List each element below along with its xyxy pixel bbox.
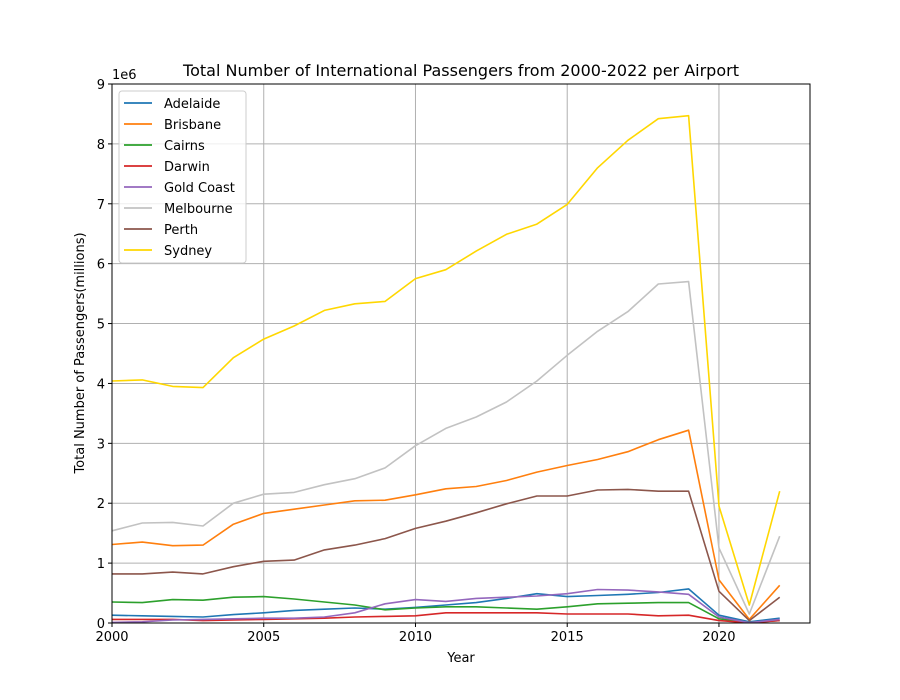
y-tick-label: 0: [97, 617, 105, 632]
x-tick-label: 2010: [399, 630, 432, 645]
y-tick-label: 1: [97, 557, 105, 572]
legend-label-gold-coast: Gold Coast: [164, 181, 235, 196]
y-axis-label: Total Number of Passengers(millions): [73, 232, 88, 474]
series-line-melbourne: [111, 280, 781, 615]
legend-label-adelaide: Adelaide: [164, 97, 220, 112]
x-axis-label: Year: [446, 651, 475, 666]
legend-label-perth: Perth: [164, 223, 198, 238]
series-line-cairns: [111, 595, 780, 624]
series-line-darwin: [112, 611, 780, 624]
y-tick-label: 2: [97, 497, 105, 512]
y-tick-label: 8: [97, 138, 105, 153]
y-tick-label: 9: [97, 78, 105, 93]
y-offset-label: 1e6: [112, 68, 137, 83]
axis-ticks: 2000 2005 2010 2015 2020 0 1 2 3 4 5 6 7 8 9: [95, 78, 735, 645]
legend-label-brisbane: Brisbane: [164, 118, 221, 133]
legend-frame: [118, 90, 247, 264]
legend-label-cairns: Cairns: [164, 139, 205, 154]
x-tick-label: 2000: [95, 630, 128, 645]
legend: Adelaide Brisbane Cairns Darwin Gold Coast Me…: [118, 90, 247, 264]
y-tick-label: 3: [97, 437, 105, 452]
chart-title: Total Number of International Passengers…: [182, 61, 739, 80]
y-tick-label: 7: [97, 198, 105, 213]
series-line-brisbane: [111, 429, 781, 621]
x-tick-label: 2020: [702, 630, 735, 645]
series-lines: [111, 114, 781, 624]
series-line-sydney: [111, 114, 781, 606]
legend-label-melbourne: Melbourne: [164, 202, 233, 217]
series-line-adelaide: [111, 588, 780, 623]
plot-area-frame: [111, 83, 811, 624]
y-tick-label: 6: [97, 258, 105, 273]
x-tick-label: 2005: [247, 630, 280, 645]
legend-label-sydney: Sydney: [164, 244, 212, 259]
y-tick-label: 5: [97, 318, 105, 333]
series-line-perth: [112, 488, 781, 622]
y-tick-label: 4: [97, 377, 105, 392]
legend-label-darwin: Darwin: [164, 160, 210, 175]
series-line-gold-coast: [111, 588, 780, 624]
x-tick-label: 2015: [551, 630, 584, 645]
